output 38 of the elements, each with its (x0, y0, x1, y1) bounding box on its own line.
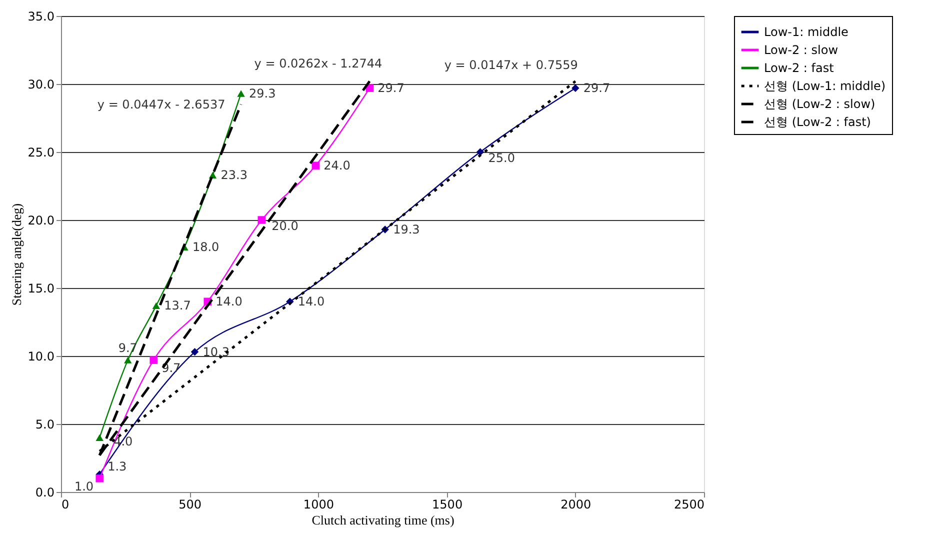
y-tick-label: 5.0 (35, 418, 54, 432)
data-label: 25.0 (488, 151, 515, 165)
legend-label: Low-2 : fast (764, 61, 834, 75)
x-tick-label: 1000 (303, 498, 334, 512)
legend-label: 선형 (Low-2 : fast) (764, 115, 871, 129)
data-label: 23.3 (220, 168, 248, 182)
y-axis-title: Steering angle(deg) (8, 203, 24, 306)
data-label: 19.3 (393, 222, 420, 237)
data-label: 18.0 (192, 240, 220, 254)
y-tick-label: 35.0 (28, 10, 54, 24)
data-label: 1.0 (74, 479, 94, 494)
data-label: 10.3 (202, 344, 230, 359)
y-tick-label: 20.0 (28, 214, 54, 228)
annotation: y = 0.0147x + 0.7559 (444, 58, 578, 72)
x-tick-label: 2000 (560, 498, 592, 512)
data-label: 14.0 (298, 294, 325, 309)
legend-label: 선형 (Low-1: middle) (764, 79, 886, 93)
legend-label: Low-2 : slow (764, 43, 838, 57)
x-tick-label: 1500 (432, 498, 463, 512)
x-tick-label: 500 (178, 498, 202, 512)
data-label: 24.0 (324, 158, 350, 173)
annotation: y = 0.0262x - 1.2744 (254, 56, 382, 71)
y-tick-label: 0.0 (35, 486, 54, 500)
x-tick-label: 0 (62, 498, 70, 512)
x-axis-title: Clutch activating time (ms) (312, 512, 454, 528)
legend-label: 선형 (Low-2 : slow) (764, 97, 876, 111)
y-tick-label: 25.0 (28, 146, 54, 160)
data-label: 29.3 (249, 86, 276, 101)
x-tick-label: 2500 (674, 498, 704, 512)
y-tick-label: 30.0 (28, 78, 54, 92)
y-tick-label: 15.0 (28, 282, 54, 296)
data-label: 14.0 (216, 294, 242, 309)
legend-label: Low-1: middle (764, 25, 848, 39)
y-tick-label: 10.0 (28, 350, 54, 364)
data-label: 13.7 (164, 298, 191, 313)
annotation: y = 0.0447x - 2.6537 (97, 97, 226, 112)
data-label: 1.3 (108, 459, 127, 474)
data-label: 20.0 (272, 219, 298, 233)
